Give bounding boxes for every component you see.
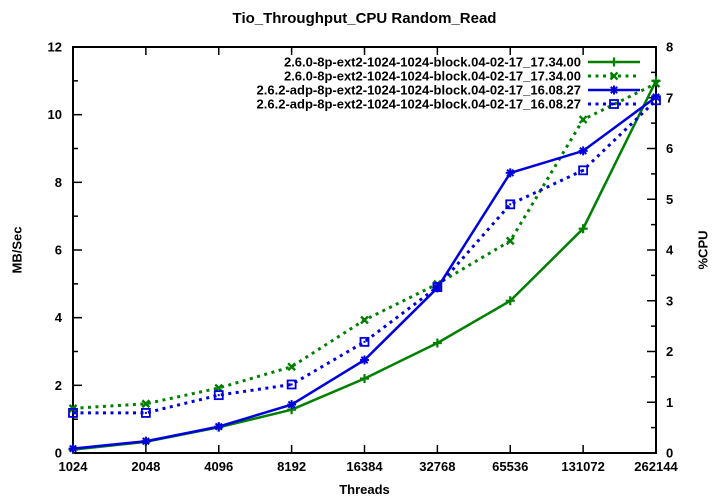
x-tick-label: 262144: [634, 459, 678, 474]
series-3-point-0: [68, 408, 78, 418]
chart-title: Tio_Throughput_CPU Random_Read: [232, 10, 497, 27]
x-axis-label: Threads: [339, 482, 390, 497]
x-tick-label: 131072: [561, 459, 604, 474]
x-tick-label: 2048: [131, 459, 160, 474]
x-tick-label: 65536: [492, 459, 528, 474]
series-2-point-0: [68, 444, 78, 454]
y-right-tick-label: 6: [666, 141, 673, 156]
series-2-point-7: [578, 146, 588, 156]
series-1-point-6: [505, 236, 515, 246]
y-left-tick-label: 0: [55, 446, 62, 461]
series-2-point-2: [214, 422, 224, 432]
series-3-point-7: [578, 165, 589, 176]
y-left-tick-label: 12: [48, 40, 62, 55]
series-1-point-3: [287, 362, 296, 372]
y-right-tick-label: 0: [666, 446, 673, 461]
y-right-tick-label: 2: [666, 344, 673, 359]
legend-marker-1: [609, 71, 619, 81]
series-2-point-3: [287, 400, 297, 410]
y-left-tick-label: 10: [48, 107, 62, 122]
legend-marker-0: [609, 57, 619, 67]
series-3-point-1: [140, 408, 151, 418]
series-0-point-5: [432, 338, 442, 348]
series-3-point-8: [651, 95, 661, 106]
x-tick-label: 8192: [277, 459, 306, 474]
series-0-point-4: [360, 374, 369, 384]
y-left-tick-label: 2: [55, 378, 62, 393]
legend-label-1: 2.6.0-8p-ext2-1024-1024-block.04-02-17_1…: [284, 69, 581, 84]
x-tick-label: 4096: [204, 459, 233, 474]
y-right-tick-label: 3: [666, 293, 673, 308]
series-3-point-2: [213, 390, 224, 401]
y-right-tick-label: 4: [666, 243, 674, 258]
y-right-tick-label: 7: [666, 90, 673, 105]
x-tick-label: 16384: [346, 459, 383, 474]
y-right-tick-label: 1: [666, 395, 673, 410]
series-3-point-4: [359, 336, 370, 347]
series-1-point-1: [141, 399, 151, 409]
y-left-tick-label: 6: [55, 243, 62, 258]
series-2-point-6: [505, 168, 515, 178]
legend-label-3: 2.6.2-adp-8p-ext2-1024-1024-block.04-02-…: [257, 97, 581, 112]
legend-label-2: 2.6.2-adp-8p-ext2-1024-1024-block.04-02-…: [257, 83, 581, 98]
series-1-point-7: [578, 115, 588, 124]
y-right-tick-label: 5: [666, 192, 673, 207]
series-line-2: [72, 96, 657, 450]
legend-marker-3: [609, 99, 619, 109]
legend-label-0: 2.6.0-8p-ext2-1024-1024-block.04-02-17_1…: [284, 55, 581, 70]
series-0-point-7: [578, 224, 588, 234]
series-1-point-8: [651, 79, 661, 88]
series-line-0: [72, 80, 658, 451]
series-1-point-4: [360, 315, 369, 325]
series-2-point-4: [360, 355, 369, 365]
series-3-point-3: [286, 379, 297, 390]
y-right-tick-label: 8: [666, 40, 673, 55]
series-0-point-6: [505, 296, 515, 306]
series-line-3: [73, 99, 658, 415]
x-tick-label: 32768: [419, 459, 455, 474]
y-left-tick-label: 4: [55, 310, 63, 325]
series-3-point-6: [505, 199, 516, 210]
x-tick-label: 1024: [59, 459, 89, 474]
series-3-point-5: [432, 282, 443, 292]
y-left-tick-label: 8: [55, 175, 62, 190]
legend-marker-2: [609, 85, 619, 95]
series-2-point-1: [141, 436, 151, 446]
